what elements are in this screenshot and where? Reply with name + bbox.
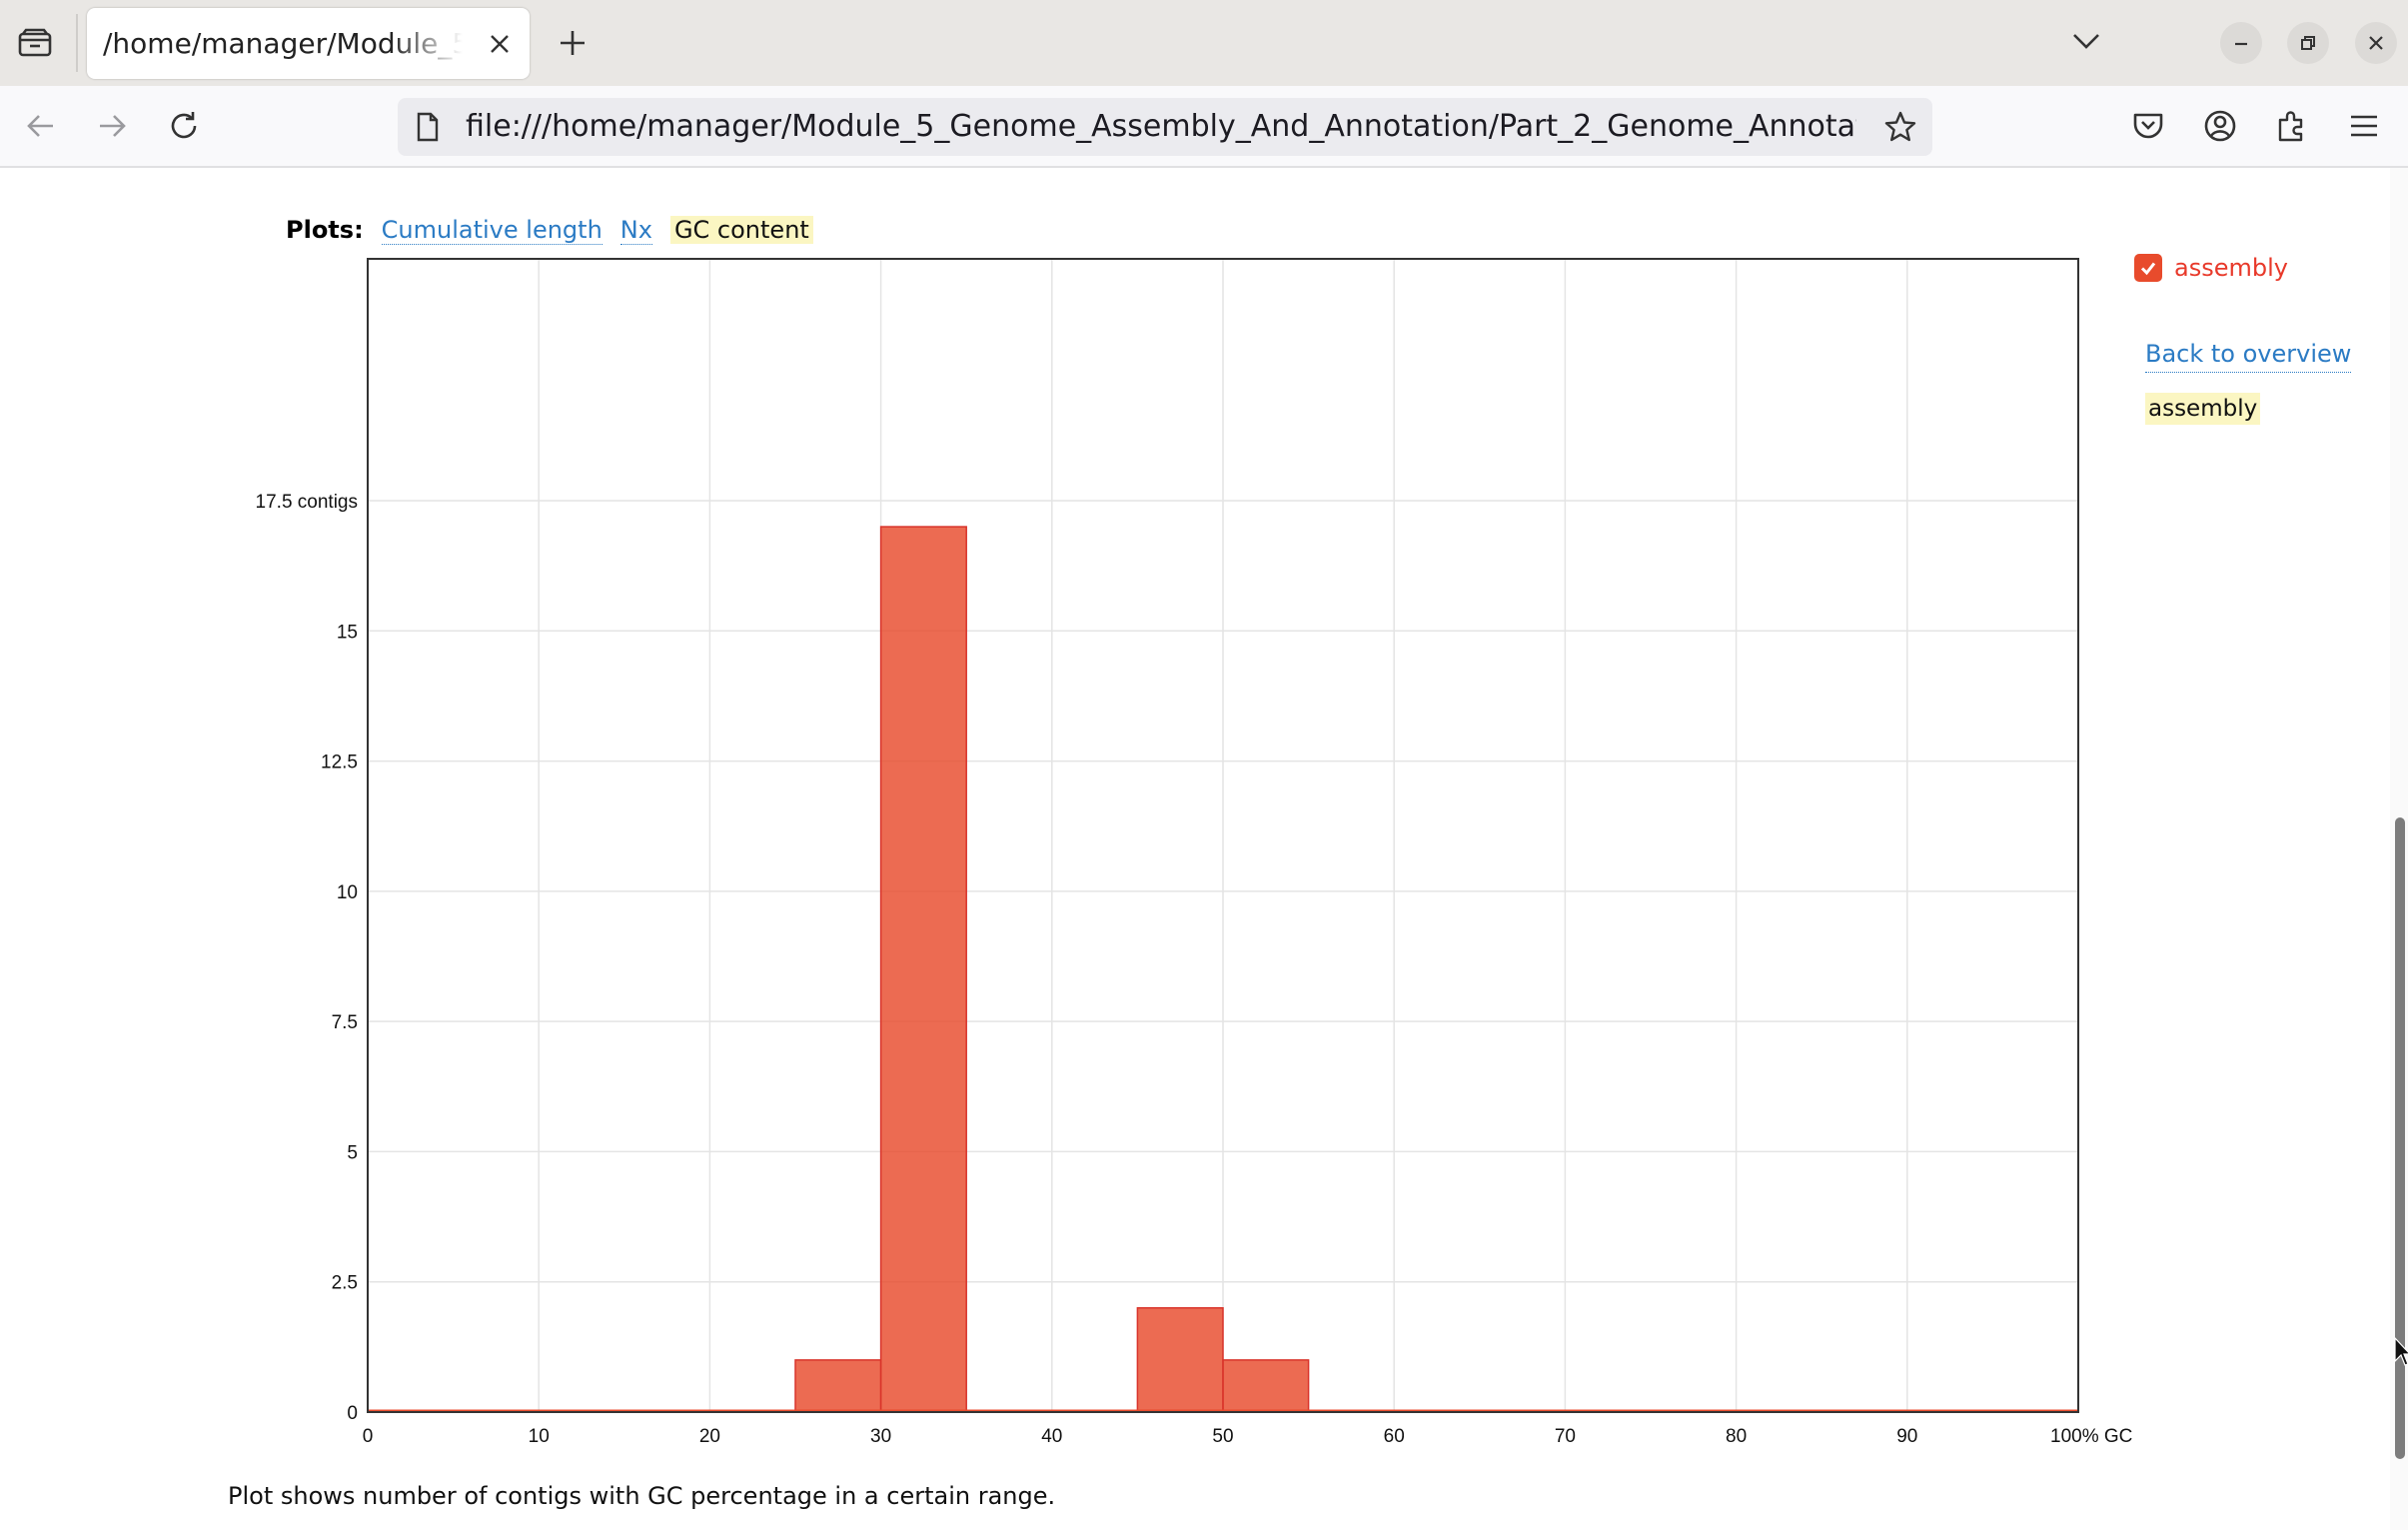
assembly-checkbox[interactable] <box>2134 254 2162 282</box>
nx-link[interactable]: Nx <box>619 216 652 245</box>
close-tab-icon[interactable] <box>484 28 516 60</box>
tab-bar: /home/manager/Module_5_Genome_Assembly_A… <box>0 0 2408 86</box>
y-tick-label: 10 <box>337 882 358 903</box>
new-tab-icon[interactable] <box>552 22 594 64</box>
histogram-bar <box>794 1359 882 1413</box>
y-tick-label: 2.5 <box>332 1273 358 1294</box>
y-tick-label: 17.5 contigs <box>256 492 358 513</box>
x-tick-label: 50 <box>1212 1426 1233 1447</box>
x-tick-label: 100% GC <box>2050 1426 2132 1447</box>
reload-icon[interactable] <box>160 102 208 150</box>
x-tick-label: 40 <box>1041 1426 1062 1447</box>
bookmark-star-icon[interactable] <box>1882 109 1918 145</box>
x-tick-label: 10 <box>529 1426 550 1447</box>
tab-separator <box>76 14 78 72</box>
histogram-bar <box>1136 1307 1224 1413</box>
hamburger-menu-icon[interactable] <box>2340 102 2388 150</box>
mouse-cursor-icon <box>2394 1336 2408 1371</box>
chart-caption: Plot shows number of contigs with GC per… <box>228 1482 1056 1510</box>
back-to-overview-link[interactable]: Back to overview <box>2145 336 2352 373</box>
tab-list-icon[interactable] <box>14 22 56 64</box>
x-tick-label: 30 <box>870 1426 891 1447</box>
x-tick-label: 0 <box>363 1426 374 1447</box>
plot-selector: Plots: Cumulative length Nx GC content <box>286 212 813 248</box>
forward-arrow-icon[interactable] <box>88 102 136 150</box>
extensions-puzzle-icon[interactable] <box>2268 102 2316 150</box>
y-tick-label: 7.5 <box>332 1012 358 1033</box>
x-tick-label: 60 <box>1384 1426 1405 1447</box>
cumulative-length-link[interactable]: Cumulative length <box>381 216 602 245</box>
y-tick-label: 0 <box>347 1403 358 1424</box>
x-tick-label: 80 <box>1726 1426 1747 1447</box>
y-tick-label: 12.5 <box>321 753 358 773</box>
restore-icon[interactable] <box>2287 22 2329 64</box>
account-icon[interactable] <box>2196 102 2244 150</box>
minimize-icon[interactable] <box>2220 22 2262 64</box>
close-window-icon[interactable] <box>2355 22 2397 64</box>
histogram-bar <box>1222 1359 1310 1413</box>
url-text[interactable]: file:///home/manager/Module_5_Genome_Ass… <box>466 110 1856 144</box>
vertical-scrollbar[interactable] <box>2390 168 2408 1530</box>
active-tab[interactable]: /home/manager/Module_5_Genome_Assembly_A… <box>87 8 530 79</box>
address-bar[interactable]: file:///home/manager/Module_5_Genome_Ass… <box>398 98 1932 156</box>
x-tick-label: 70 <box>1555 1426 1576 1447</box>
gc-content-chart: 0 2.5 5 7.5 10 12.5 15 17.5 contigs 0 10 20 30 40 50… <box>256 258 2132 1447</box>
pocket-icon[interactable] <box>2124 102 2172 150</box>
y-tick-label: 15 <box>337 622 358 643</box>
x-tick-label: 20 <box>699 1426 720 1447</box>
plot-frame <box>367 258 2079 1413</box>
histogram-bar <box>879 526 967 1413</box>
report-name-label: assembly <box>2145 393 2261 425</box>
gc-content-active: GC content <box>669 216 813 244</box>
y-tick-label: 5 <box>347 1142 358 1163</box>
page-icon <box>412 111 444 143</box>
back-arrow-icon[interactable] <box>17 102 65 150</box>
x-tick-label: 90 <box>1896 1426 1917 1447</box>
navigation-toolbar: file:///home/manager/Module_5_Genome_Ass… <box>0 86 2408 168</box>
scrollbar-thumb[interactable] <box>2395 817 2405 1459</box>
tab-title: /home/manager/Module_5_Genome_Assembly_A… <box>103 28 463 60</box>
chevron-down-icon[interactable] <box>2065 20 2107 62</box>
plots-label: Plots: <box>286 216 364 244</box>
page-content: Plots: Cumulative length Nx GC content 0 2.5… <box>0 168 2390 1530</box>
legend-label[interactable]: assembly <box>2174 254 2288 282</box>
